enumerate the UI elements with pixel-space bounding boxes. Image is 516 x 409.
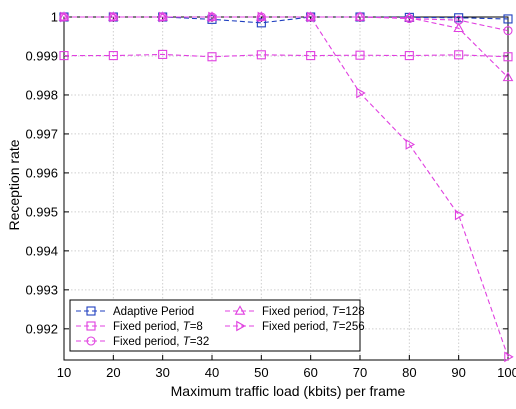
triangle-up-marker [403,12,415,22]
series-2 [59,49,513,62]
legend-item: Fixed period, T=256 [225,320,365,333]
triangle-right-marker [504,351,514,363]
triangle-up-marker [502,71,514,82]
series-line [64,16,509,78]
square-marker [256,50,266,60]
triangle-up-marker [453,22,465,33]
square-marker [454,13,464,23]
x-tick-label: 10 [57,365,71,380]
y-tick-label: 0.995 [25,204,58,219]
series-line [64,53,509,58]
legend-item: Fixed period, T=128 [225,305,365,318]
square-marker [503,52,513,62]
legend-label: Fixed period, T=8 [113,321,203,333]
triangle-right-marker [158,11,169,23]
legend-item: Fixed period, T=8 [76,321,203,333]
legend-item: Fixed period, T=32 [76,336,209,348]
x-tick-label: 80 [402,365,416,380]
square-marker [503,14,513,24]
series-group [58,11,514,363]
legend-box [69,299,361,352]
square-marker [306,51,316,61]
x-tick-label: 90 [451,365,465,380]
triangle-right-marker [356,87,366,99]
triangle-right-marker [208,11,218,23]
square-marker [158,49,168,59]
x-tick-label: 50 [254,365,268,380]
series-line [64,16,509,32]
circle-marker [86,336,96,346]
y-tick-label: 0.999 [25,48,58,63]
y-axis-label: Reception rate [6,139,22,230]
y-tick-label: 0.993 [25,282,58,297]
x-tick-label: 40 [205,365,219,380]
legend-label: Fixed period, T=32 [113,336,209,348]
x-tick-label: 30 [155,365,169,380]
triangle-right-marker [306,11,317,23]
x-axis-label: Maximum traffic load (kbits) per frame [171,383,406,399]
circle-marker [404,14,414,24]
legend-item: Adaptive Period [76,306,194,318]
square-marker [86,321,96,331]
series-3 [59,12,513,36]
plot-area [63,16,509,361]
square-marker [454,50,464,60]
y-tick-label: 0.994 [25,243,58,258]
triangle-right-marker [109,11,120,23]
square-marker [355,50,365,60]
square-marker [59,51,69,61]
square-marker [256,18,266,28]
triangle-right-marker [60,11,70,23]
series-4 [58,11,514,82]
y-tick-label: 0.992 [25,321,58,336]
y-tick-label: 0.997 [25,126,58,141]
y-tick-label: 0.996 [25,165,58,180]
triangle-up-marker [354,11,366,21]
circle-marker [503,26,513,36]
x-tick-label: 60 [303,365,317,380]
y-tick-label: 0.998 [25,87,58,102]
y-tick-label: 1 [51,10,58,25]
x-tick-label: 20 [106,365,120,380]
legend-label: Fixed period, T=256 [262,321,365,333]
legend-label: Adaptive Period [113,306,194,318]
series-line [64,16,509,358]
legend: Adaptive Period Fixed period, T=8 Fixed pe… [69,299,365,352]
triangle-up-marker [234,305,246,315]
triangle-right-marker [236,320,246,332]
square-marker [404,51,414,61]
series-5 [60,11,514,363]
square-marker [207,52,217,62]
square-marker [108,51,118,61]
x-tick-label: 70 [353,365,367,380]
legend-label: Fixed period, T=128 [262,306,365,318]
triangle-right-marker [454,209,465,221]
square-marker [86,306,96,316]
triangle-right-marker [405,139,416,150]
triangle-right-marker [257,11,268,23]
x-tick-label: 100 [497,365,516,380]
